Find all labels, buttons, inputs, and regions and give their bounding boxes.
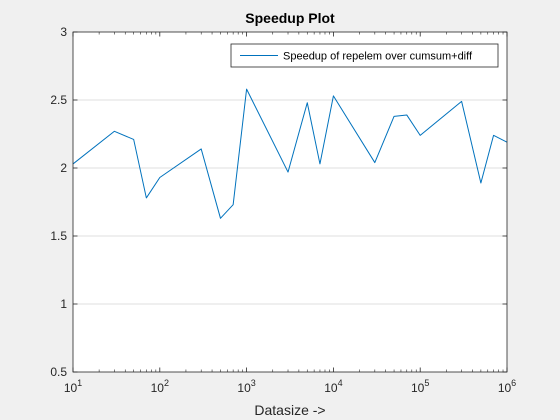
x-axis-label: Datasize ->	[254, 402, 325, 418]
series-layer	[72, 88, 508, 219]
legend-box	[230, 43, 499, 68]
axes-box	[72, 31, 508, 373]
x-tick-labels: 101 102 103 104 105 106	[64, 378, 516, 395]
minor-ticks	[98, 32, 504, 372]
y-tick-labels: 0.5 1 1.5 2 2.5 3	[50, 25, 67, 379]
y-tick-label: 1.5	[50, 229, 67, 243]
x-tick-label: 102	[151, 378, 169, 395]
y-tick-label: 1	[60, 297, 67, 311]
series-line	[72, 88, 508, 219]
x-tick-label: 103	[237, 378, 255, 395]
chart-title: Speedup Plot	[245, 10, 335, 26]
y-tick-label: 0.5	[50, 365, 67, 379]
x-tick-label: 105	[411, 378, 429, 395]
y-tick-label: 2.5	[50, 93, 67, 107]
grid	[73, 99, 507, 305]
legend-entry-label: Speedup of repelem over cumsum+diff	[283, 51, 473, 63]
plot-area	[73, 32, 507, 372]
x-tick-label: 104	[324, 378, 342, 395]
major-ticks	[72, 31, 508, 373]
x-tick-label: 101	[64, 378, 82, 395]
x-tick-label: 106	[498, 378, 516, 395]
y-tick-label: 2	[60, 161, 67, 175]
legend: Speedup of repelem over cumsum+diff	[230, 43, 499, 68]
y-tick-label: 3	[60, 25, 67, 39]
